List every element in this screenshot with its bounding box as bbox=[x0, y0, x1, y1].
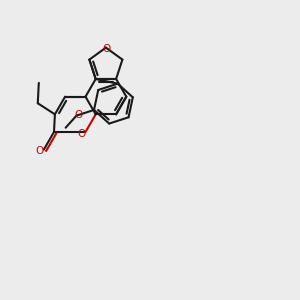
Text: O: O bbox=[74, 110, 82, 120]
Text: O: O bbox=[103, 44, 111, 53]
Text: O: O bbox=[78, 129, 86, 140]
Text: O: O bbox=[35, 146, 44, 156]
